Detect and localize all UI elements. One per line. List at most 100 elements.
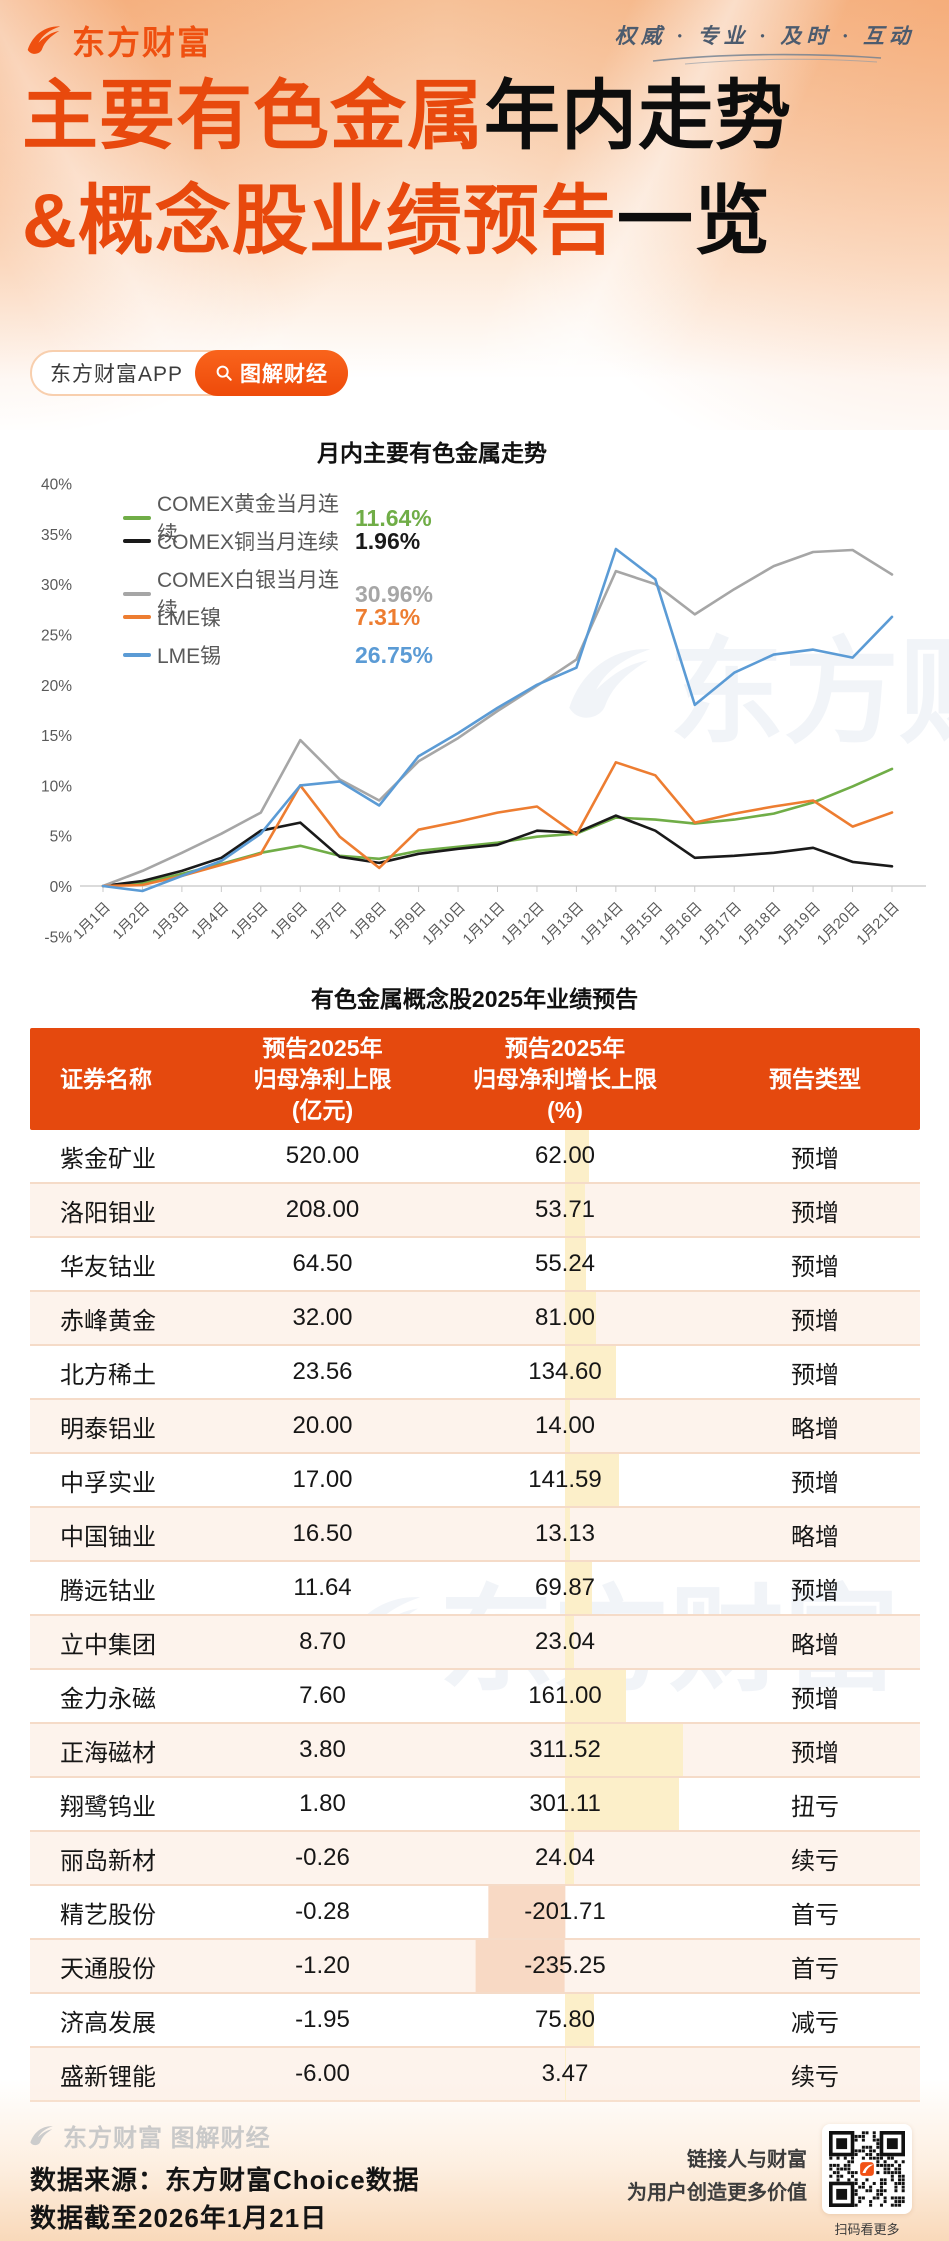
qr-module <box>883 2200 887 2204</box>
qr-module <box>890 2171 894 2175</box>
growth-value: 62.00 <box>534 1142 596 1169</box>
table-row: 立中集团 8.70 23.04 略增 <box>30 1616 920 1670</box>
qr-module <box>872 2138 876 2142</box>
footer-tagline-line2: 为用户创造更多价值 <box>627 2182 807 2204</box>
stock-name-cell: 盛新锂能 <box>60 2063 156 2091</box>
profit-cap-cell: -1.95 <box>295 2006 350 2033</box>
legend-item: LME锡 26.75% <box>123 640 433 668</box>
table-row: 紫金矿业 520.00 62.00 预增 <box>30 1130 920 1184</box>
series-line <box>101 760 894 888</box>
growth-data-bar <box>488 1886 565 1938</box>
forecast-type-cell: 预增 <box>791 1199 839 1227</box>
series-line <box>101 547 894 893</box>
qr-module <box>832 2163 836 2167</box>
qr-module <box>836 2163 840 2167</box>
x-axis-label: 1月21日 <box>854 900 903 949</box>
qr-module <box>872 2131 876 2135</box>
stock-name-cell: 中孚实业 <box>60 1469 156 1497</box>
forecast-type-cell: 首亏 <box>791 1901 839 1929</box>
qr-module <box>894 2171 898 2175</box>
table-row: 赤峰黄金 32.00 81.00 预增 <box>30 1292 920 1346</box>
qr-module <box>890 2203 894 2207</box>
qr-module <box>872 2156 876 2160</box>
growth-cap-cell: 301.11 <box>420 1778 710 1830</box>
qr-module <box>890 2174 894 2178</box>
series-line <box>101 548 894 888</box>
growth-data-bar <box>565 1130 589 1182</box>
x-axis-label: 1月3日 <box>149 900 192 943</box>
series-line <box>101 814 894 888</box>
title-line1-black: 年内走势 <box>484 74 792 159</box>
y-axis-label: 40% <box>41 477 72 494</box>
qr-module <box>887 2171 891 2175</box>
qr-module <box>847 2167 851 2171</box>
qr-module <box>886 2138 898 2150</box>
legend-item: LME镍 7.31% <box>123 602 433 630</box>
slogan-underline-swoosh <box>652 53 881 65</box>
title-line1-orange: 主要有色金属 <box>22 74 484 159</box>
growth-value: 301.11 <box>529 1790 601 1817</box>
profit-cap-cell: 3.80 <box>299 1736 346 1763</box>
table-row: 天通股份 -1.20 -235.25 首亏 <box>30 1940 920 1994</box>
growth-data-bar <box>565 1562 592 1614</box>
growth-value: -201.71 <box>524 1898 606 1925</box>
table-row: 济高发展 -1.95 75.80 减亏 <box>30 1994 920 2048</box>
growth-value: 75.80 <box>534 2006 596 2033</box>
table-header-cell: 证券名称 <box>60 1065 152 1092</box>
table-row: 中孚实业 17.00 141.59 预增 <box>30 1454 920 1508</box>
qr-module <box>861 2138 865 2142</box>
forecast-type-cell: 预增 <box>791 1145 839 1173</box>
qr-module <box>883 2196 887 2200</box>
qr-module <box>843 2163 847 2167</box>
app-badge-button[interactable]: 图解财经 <box>195 350 349 396</box>
table-row: 华友钴业 64.50 55.24 预增 <box>30 1238 920 1292</box>
qr-module <box>876 2138 880 2142</box>
qr-module <box>876 2145 880 2149</box>
stock-name-cell: 济高发展 <box>60 2009 156 2037</box>
growth-data-bar <box>565 2048 567 2100</box>
forecast-type-cell: 略增 <box>791 1415 839 1443</box>
qr-module <box>851 2171 855 2175</box>
table-body: 紫金矿业 520.00 62.00 预增 洛阳钼业 208.00 53.71 预增 华友钴业 64… <box>30 1130 920 2102</box>
qr-module <box>901 2178 905 2182</box>
legend-swatch <box>123 615 151 619</box>
y-axis-label: 0% <box>50 879 73 896</box>
app-badge-pill: 东方财富APP 图解财经 <box>30 350 349 396</box>
qr-module <box>854 2189 858 2193</box>
qr-module <box>894 2167 898 2171</box>
qr-caption: 扫码看更多 <box>834 2222 900 2237</box>
qr-module <box>883 2160 887 2164</box>
growth-value: 69.87 <box>534 1574 596 1601</box>
growth-cap-cell: 23.04 <box>420 1616 710 1668</box>
qr-module <box>847 2163 851 2167</box>
qr-module <box>865 2189 869 2193</box>
qr-module <box>894 2200 898 2204</box>
growth-value: 55.24 <box>534 1250 596 1277</box>
growth-cap-cell: 14.00 <box>420 1400 710 1452</box>
growth-data-bar <box>565 1778 680 1830</box>
footer-watermark-logo: 东方财富 图解财经 <box>28 2118 271 2153</box>
qr-module <box>861 2156 865 2160</box>
metals-trend-chart: 东方财富 1月1日1月2日1月3日1月4日1月5日1月6日1月7日1月8日1月9… <box>0 440 949 950</box>
page-title: 主要有色金属年内走势 &概念股业绩预告一览 <box>22 64 792 274</box>
stock-name-cell: 洛阳钼业 <box>60 1199 156 1227</box>
growth-value: 161.00 <box>528 1682 602 1709</box>
profit-cap-cell: 32.00 <box>292 1304 353 1331</box>
qr-module <box>847 2171 851 2175</box>
growth-value: 13.13 <box>534 1520 596 1547</box>
qr-module <box>836 2138 848 2150</box>
chart-title: 月内主要有色金属走势 <box>317 440 547 466</box>
table-row: 精艺股份 -0.28 -201.71 首亏 <box>30 1886 920 1940</box>
qr-module <box>872 2181 876 2185</box>
profit-cap-cell: -6.00 <box>295 2060 350 2087</box>
growth-value: 81.00 <box>534 1304 596 1331</box>
stock-name-cell: 明泰铝业 <box>60 1415 156 1443</box>
qr-module <box>851 2156 855 2160</box>
growth-value: 24.04 <box>534 1844 596 1871</box>
table-row: 洛阳钼业 208.00 53.71 预增 <box>30 1184 920 1238</box>
legend-label: LME镍 <box>157 607 222 630</box>
qr-module <box>861 2134 865 2138</box>
qr-module <box>901 2200 905 2204</box>
qr-module <box>869 2149 873 2153</box>
qr-module <box>901 2196 905 2200</box>
